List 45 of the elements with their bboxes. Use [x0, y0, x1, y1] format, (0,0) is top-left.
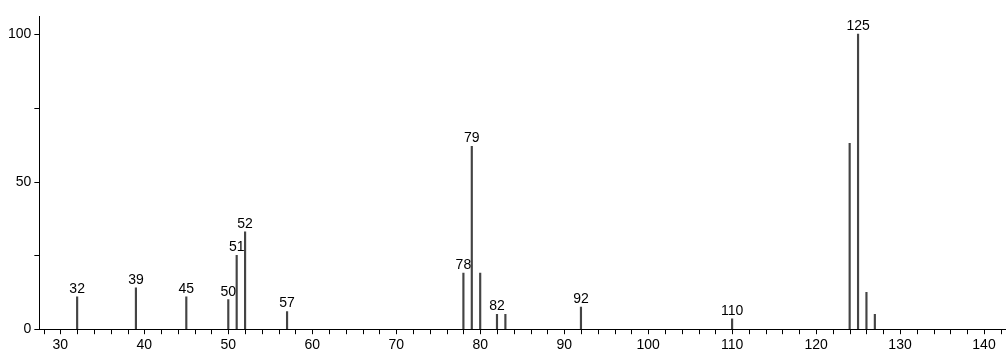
x-tick-label: 110 — [720, 336, 744, 353]
x-tick-label: 120 — [804, 336, 828, 353]
x-tick-label: 130 — [888, 336, 912, 353]
annotation: 79 — [464, 129, 480, 146]
annotation: 82 — [489, 297, 505, 314]
annotation: 32 — [69, 279, 86, 296]
bar — [462, 272, 465, 330]
bar — [185, 296, 188, 330]
x-tick-label: 100 — [636, 336, 661, 353]
x-tick-label: 70 — [388, 336, 405, 353]
y-tick-label: 0 — [23, 320, 32, 337]
x-tick-label: 90 — [556, 336, 573, 353]
bar — [873, 314, 876, 330]
bar — [848, 142, 851, 330]
bar — [865, 291, 868, 330]
bar — [285, 311, 289, 330]
y-tick-label: 100 — [8, 24, 32, 41]
bar — [235, 255, 238, 330]
x-tick-label: 40 — [136, 336, 153, 353]
y-tick-label: 50 — [15, 172, 32, 189]
annotation: 125 — [846, 16, 870, 33]
annotation: 50 — [220, 282, 237, 299]
x-tick-label: 30 — [52, 336, 69, 353]
bar — [504, 314, 507, 330]
annotation: 52 — [237, 214, 254, 231]
bar — [495, 314, 499, 330]
bar — [479, 272, 482, 330]
bar — [134, 287, 137, 330]
bar — [244, 231, 247, 330]
bar — [579, 306, 583, 330]
x-tick-label: 140 — [972, 336, 996, 353]
annotation: 110 — [720, 301, 744, 318]
annotation: 39 — [128, 270, 144, 287]
annotation: 57 — [279, 294, 296, 311]
bar — [227, 299, 230, 330]
x-tick-label: 60 — [304, 336, 321, 353]
annotation: 78 — [455, 255, 472, 272]
bar — [470, 145, 473, 330]
annotation: 45 — [178, 279, 195, 296]
annotation: 51 — [228, 238, 245, 255]
annotation: 92 — [573, 289, 589, 306]
bar — [76, 296, 79, 330]
bar — [856, 33, 860, 330]
x-tick-label: 50 — [220, 336, 237, 353]
x-tick-label: 80 — [472, 336, 489, 353]
